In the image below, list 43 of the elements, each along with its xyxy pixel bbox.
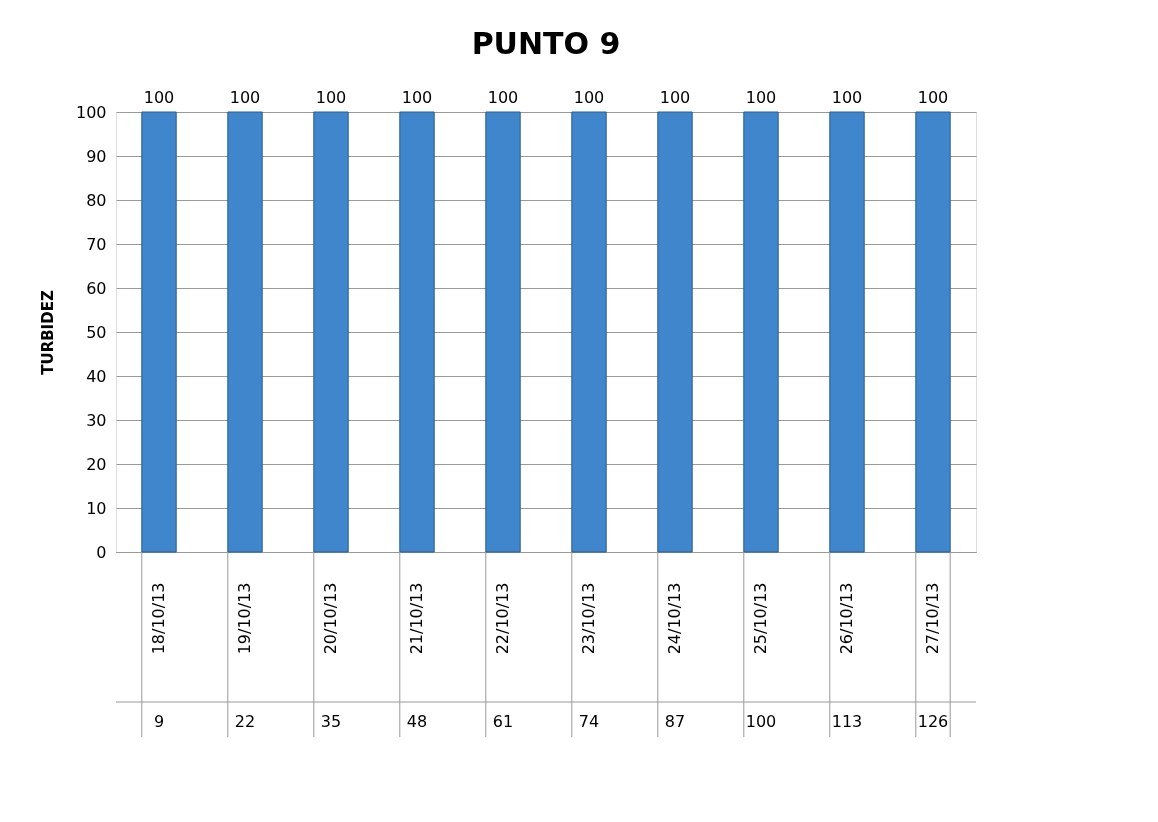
text: 74: [578, 712, 600, 731]
x-tick-label: 27/10/13: [923, 582, 942, 655]
y-axis-title: TURBIDEZ: [38, 290, 57, 375]
x-tick-label: 22/10/13: [493, 582, 512, 655]
data-label: 100: [143, 88, 175, 107]
y-tick-label: 20: [86, 454, 107, 474]
text: 35: [320, 712, 342, 731]
text: 113: [831, 712, 863, 731]
x-tick-label: 25/10/13: [751, 582, 770, 655]
text: 61: [492, 712, 514, 731]
data-label: 100: [229, 88, 261, 107]
data-label: 100: [573, 88, 605, 107]
x-tick-label: 23/10/13: [579, 582, 598, 655]
text: 126: [917, 712, 949, 731]
x-tick-label: 24/10/13: [665, 582, 684, 655]
y-tick-label: 0: [96, 542, 107, 562]
x-tick-label: 21/10/13: [407, 582, 426, 655]
chart-title: PUNTO 9: [471, 26, 621, 61]
text: 100: [745, 712, 777, 731]
x-tick-label: 18/10/13: [149, 582, 168, 655]
data-label: 100: [401, 88, 433, 107]
y-tick-label: 90: [86, 146, 107, 166]
y-tick-label: 60: [86, 278, 107, 298]
text: 9: [153, 712, 165, 731]
x-tick-label: 19/10/13: [235, 582, 254, 655]
data-label: 100: [831, 88, 863, 107]
y-tick-label: 80: [86, 190, 107, 210]
data-label: 100: [659, 88, 691, 107]
data-label: 100: [917, 88, 949, 107]
y-tick-label: 100: [75, 102, 107, 122]
text: 22: [234, 712, 256, 731]
y-tick-label: 50: [86, 322, 107, 342]
data-label: 100: [487, 88, 519, 107]
y-tick-label: 40: [86, 366, 107, 386]
text: 87: [664, 712, 686, 731]
text: 48: [406, 712, 428, 731]
data-label: 100: [745, 88, 777, 107]
y-tick-label: 10: [86, 498, 107, 518]
y-tick-label: 70: [86, 234, 107, 254]
x-tick-label: 20/10/13: [321, 582, 340, 655]
x-tick-label: 26/10/13: [837, 582, 856, 655]
y-tick-label: 30: [86, 410, 107, 430]
data-label: 100: [315, 88, 347, 107]
